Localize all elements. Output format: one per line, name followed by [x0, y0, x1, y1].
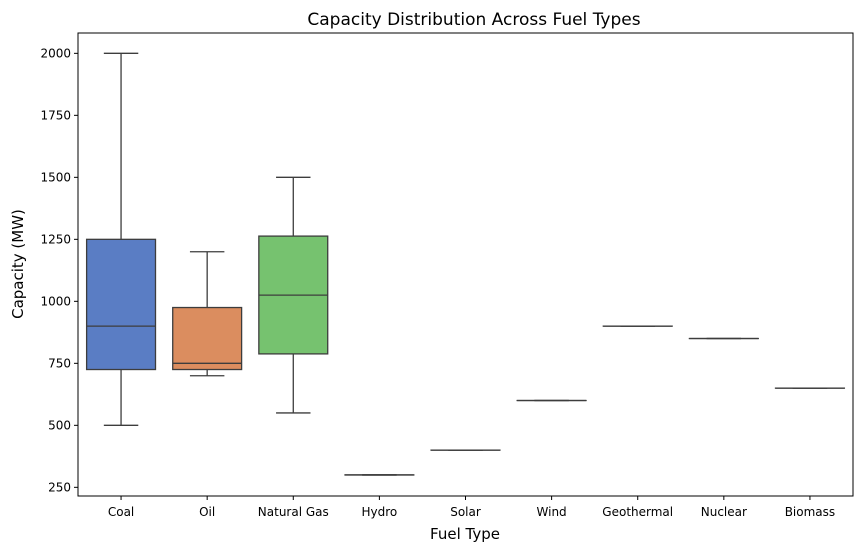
x-tick-label: Natural Gas — [258, 505, 329, 519]
box-coal — [85, 52, 157, 426]
y-tick-label: 500 — [48, 418, 71, 432]
x-axis: Coal Oil Natural Gas Hydro Solar Wind Geotherm… — [108, 496, 835, 519]
y-tick-label: 1750 — [40, 108, 71, 122]
x-tick-label: Oil — [199, 505, 215, 519]
y-axis: 250 500 750 1000 1250 1500 1750 2000 — [40, 46, 78, 494]
x-tick-label: Biomass — [785, 505, 835, 519]
x-tick-label: Nuclear — [701, 505, 747, 519]
y-tick-label: 250 — [48, 480, 71, 494]
y-tick-label: 1000 — [40, 294, 71, 308]
plot-area — [85, 52, 846, 476]
x-tick-label: Geothermal — [602, 505, 673, 519]
iqr-box — [85, 238, 157, 371]
y-axis-label: Capacity (MW) — [9, 209, 27, 319]
chart-title: Capacity Distribution Across Fuel Types — [307, 10, 640, 30]
box-natural-gas — [258, 176, 329, 414]
x-tick-label: Hydro — [362, 505, 398, 519]
plot-frame — [77, 32, 854, 497]
x-tick-label: Coal — [108, 505, 134, 519]
y-tick-label: 1500 — [40, 170, 71, 184]
y-tick-label: 750 — [48, 356, 71, 370]
iqr-box — [172, 306, 243, 371]
x-tick-label: Solar — [450, 505, 481, 519]
box-oil — [172, 251, 243, 377]
y-tick-label: 1250 — [40, 232, 71, 246]
x-axis-label: Fuel Type — [430, 525, 500, 543]
x-tick-label: Wind — [537, 505, 567, 519]
y-tick-label: 2000 — [40, 46, 71, 60]
